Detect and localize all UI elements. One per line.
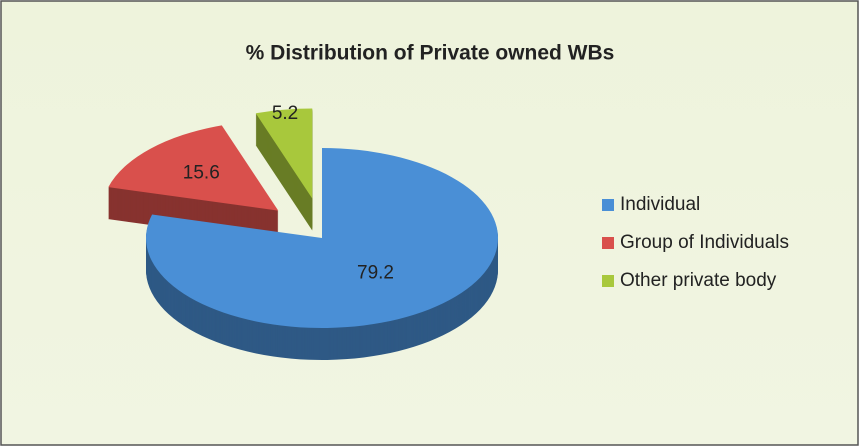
data-label: 15.6 — [183, 163, 220, 184]
pie: 79.2 15.6 5.2 — [108, 103, 499, 360]
pie-slice — [108, 125, 279, 211]
legend-label: Other private body — [620, 270, 777, 291]
data-label: 5.2 — [272, 103, 298, 124]
data-label: 79.2 — [357, 263, 394, 284]
legend-swatch — [602, 275, 614, 287]
chart-title: % Distribution of Private owned WBs — [246, 42, 615, 65]
legend-label: Individual — [620, 194, 700, 215]
legend-label: Group of Individuals — [620, 232, 789, 253]
pie-slice — [145, 148, 499, 329]
legend-swatch — [602, 237, 614, 249]
pie-slice — [255, 108, 313, 199]
legend: Individual Group of Individuals Other priv… — [602, 194, 789, 291]
legend-swatch — [602, 199, 614, 211]
